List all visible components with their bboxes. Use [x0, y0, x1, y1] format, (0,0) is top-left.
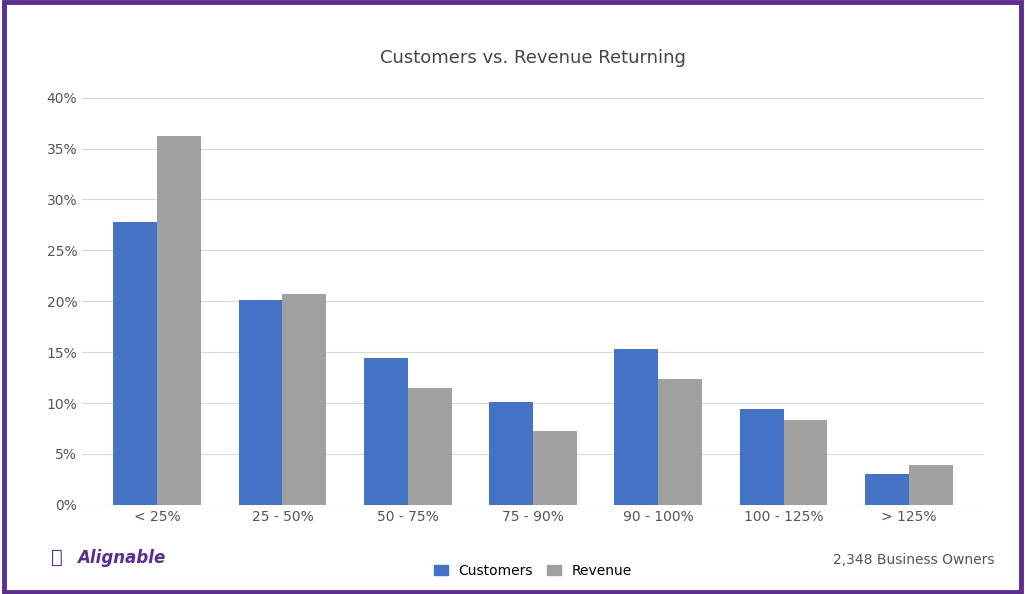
Text: Alignable: Alignable — [77, 549, 165, 567]
Bar — [740, 409, 783, 505]
Bar — [783, 421, 827, 505]
Bar — [408, 388, 452, 505]
Bar — [865, 475, 909, 505]
Bar — [909, 465, 952, 505]
Text: 2,348 Business Owners: 2,348 Business Owners — [832, 553, 994, 567]
Bar — [283, 294, 326, 505]
Bar — [114, 222, 157, 505]
Bar — [157, 136, 201, 505]
Bar — [533, 431, 577, 505]
Bar — [658, 378, 702, 505]
Text: Ⓢ: Ⓢ — [50, 548, 63, 567]
Legend: Customers, Revenue: Customers, Revenue — [428, 558, 638, 583]
Bar — [489, 402, 533, 505]
Title: Customers vs. Revenue Returning: Customers vs. Revenue Returning — [380, 49, 686, 67]
Bar — [239, 300, 283, 505]
Bar — [614, 349, 658, 505]
Bar — [364, 358, 408, 505]
